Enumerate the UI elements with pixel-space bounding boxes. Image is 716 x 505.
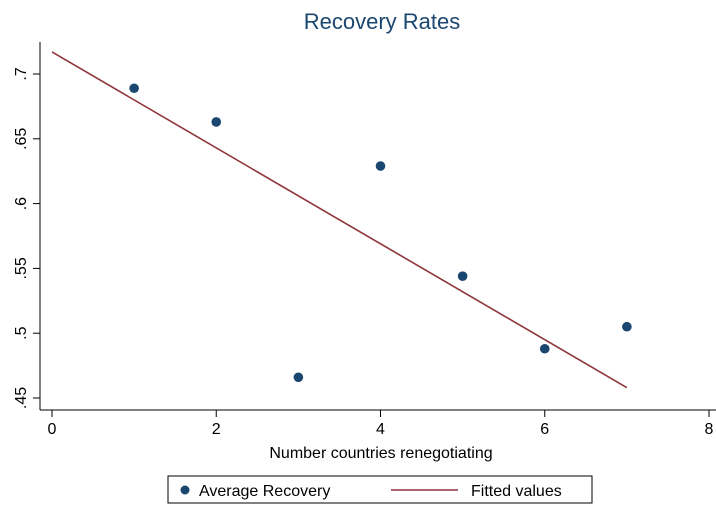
y-tick-label: .6	[13, 197, 30, 210]
legend-label-average-recovery: Average Recovery	[199, 483, 330, 500]
y-tick-label: .55	[13, 257, 30, 279]
data-point-average-recovery	[622, 321, 632, 332]
x-tick-label: 4	[376, 421, 385, 438]
legend-label-fitted-values: Fitted values	[471, 483, 562, 500]
x-tick-label: 6	[540, 421, 549, 438]
plot-area: .45 .5 .55 .6 .65 .7 0 2 4 6 8	[13, 42, 716, 438]
y-tick-label: .7	[13, 67, 30, 80]
x-tick-label: 0	[48, 421, 57, 438]
data-point-average-recovery	[457, 271, 468, 281]
x-tick-label: 8	[705, 421, 714, 438]
data-point-average-recovery	[539, 343, 550, 354]
data-point-average-recovery	[211, 117, 222, 127]
legend-marker-average-recovery	[180, 485, 190, 495]
y-tick-label: .45	[13, 387, 30, 409]
y-axis-ticks: .45 .5 .55 .6 .65 .7	[13, 67, 40, 409]
x-axis-label: Number countries renegotiating	[269, 445, 492, 462]
y-tick-label: .5	[13, 326, 30, 339]
legend-box	[167, 475, 593, 504]
y-tick-label: .65	[13, 128, 30, 150]
chart-title: Recovery Rates	[304, 9, 461, 34]
data-point-average-recovery	[293, 372, 304, 383]
x-tick-label: 2	[212, 421, 221, 438]
series-layer	[51, 51, 632, 389]
x-axis-ticks: 0 2 4 6 8	[48, 410, 714, 438]
legend: Average Recovery Fitted values	[167, 475, 593, 504]
data-point-average-recovery	[375, 161, 386, 171]
data-point-average-recovery	[129, 83, 139, 94]
fitted-values-line	[51, 51, 628, 389]
